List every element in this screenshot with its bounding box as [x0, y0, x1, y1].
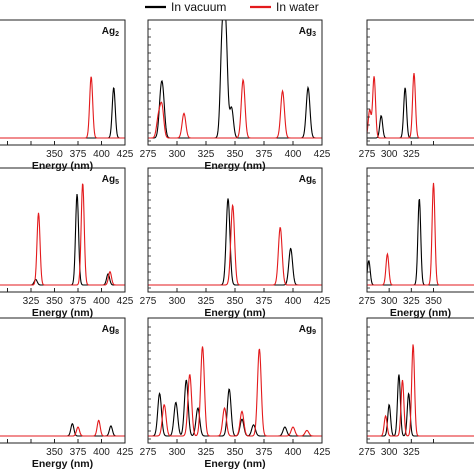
panel-ag6: 275 300 325 350 375 400 425 Energy (nm) Ag6: [140, 167, 331, 319]
panel-label: Ag9: [299, 324, 316, 336]
x-tick-label: 325: [198, 149, 215, 160]
x-tick-label: 325: [198, 447, 215, 458]
panel-ag2: 350 375 400 425 Energy (nm) Ag2: [0, 19, 134, 172]
water-spectrum-line: [367, 182, 474, 286]
legend-label-water: In water: [276, 0, 319, 14]
panel-ag9: 275 300 325 350 375 400 425 Energy (nm) Ag9: [140, 317, 331, 470]
x-tick-label: 325: [198, 296, 215, 307]
panel-ag10: 275 300 325: [359, 317, 474, 458]
panel-ag4: 275 300 325: [359, 19, 474, 160]
x-tick-label: 425: [117, 149, 134, 160]
x-tick-label: 300: [381, 296, 398, 307]
water-spectrum-line: [0, 183, 125, 286]
x-tick-label: 375: [70, 447, 87, 458]
x-tick-label: 350: [46, 149, 63, 160]
x-tick-label: 325: [403, 447, 420, 458]
x-axis-title: Energy (nm): [32, 160, 93, 172]
x-tick-label: 400: [93, 296, 110, 307]
x-tick-label: 400: [285, 447, 302, 458]
x-tick-label: 375: [70, 149, 87, 160]
x-tick-label: 350: [227, 149, 244, 160]
x-tick-label: 350: [227, 296, 244, 307]
x-tick-label: 350: [46, 447, 63, 458]
x-tick-label: 375: [256, 296, 273, 307]
x-tick-label: 425: [117, 447, 134, 458]
panel-ag3: 275 300 325 350 375 400 425 Energy (nm) Ag3: [140, 19, 331, 172]
x-axis-title: Energy (nm): [204, 307, 265, 319]
x-tick-label: 400: [93, 149, 110, 160]
x-tick-label: 375: [256, 447, 273, 458]
x-axis-title: Energy (nm): [204, 458, 265, 470]
x-tick-label: 300: [381, 149, 398, 160]
x-tick-label: 425: [314, 149, 331, 160]
water-spectrum-line: [367, 72, 474, 139]
x-tick-label: 300: [169, 447, 186, 458]
x-tick-label: 350: [425, 296, 442, 307]
panel-grid: 350 375 400 425 Energy (nm) Ag2 275 300 325 350 37…: [0, 19, 474, 470]
x-axis-title: Energy (nm): [32, 307, 93, 319]
x-tick-label: 350: [46, 296, 63, 307]
x-tick-label: 425: [117, 296, 134, 307]
x-tick-label: 300: [381, 447, 398, 458]
x-tick-label: 350: [227, 447, 244, 458]
legend: In vacuum In water: [145, 0, 319, 14]
water-spectrum-line: [148, 203, 322, 286]
legend-label-vacuum: In vacuum: [171, 0, 226, 14]
x-tick-label: 325: [23, 296, 40, 307]
x-tick-label: 300: [169, 296, 186, 307]
panel-ag8: 350 375 400 425 Energy (nm) Ag8: [0, 317, 134, 470]
panel-label: Ag2: [102, 26, 119, 38]
x-tick-label: 325: [403, 149, 420, 160]
panel-label: Ag8: [102, 324, 119, 336]
x-tick-label: 275: [140, 447, 157, 458]
panel-ag5: 325 350 375 400 425 Energy (nm) Ag5: [0, 167, 134, 319]
x-tick-label: 275: [140, 296, 157, 307]
x-tick-label: 275: [140, 149, 157, 160]
x-axis-title: Energy (nm): [32, 458, 93, 470]
x-tick-label: 375: [70, 296, 87, 307]
x-tick-label: 425: [314, 296, 331, 307]
water-spectrum-line: [0, 419, 125, 437]
water-spectrum-line: [0, 76, 125, 139]
x-tick-label: 325: [403, 296, 420, 307]
x-tick-label: 425: [314, 447, 331, 458]
x-tick-label: 375: [256, 149, 273, 160]
panel-label: Ag3: [299, 26, 316, 38]
x-tick-label: 400: [93, 447, 110, 458]
x-axis-title: Energy (nm): [204, 160, 265, 172]
x-tick-label: 400: [285, 149, 302, 160]
x-tick-label: 275: [359, 296, 376, 307]
x-tick-label: 275: [359, 149, 376, 160]
panel-label: Ag5: [102, 174, 119, 186]
vacuum-spectrum-line: [367, 198, 474, 286]
water-spectrum-line: [367, 344, 474, 437]
water-spectrum-line: [148, 346, 322, 437]
x-tick-label: 400: [285, 296, 302, 307]
water-spectrum-line: [148, 78, 322, 139]
x-tick-label: 275: [359, 447, 376, 458]
panel-label: Ag6: [299, 174, 316, 186]
x-axis-title: Energy (nm): [390, 307, 451, 319]
x-tick-label: 300: [169, 149, 186, 160]
